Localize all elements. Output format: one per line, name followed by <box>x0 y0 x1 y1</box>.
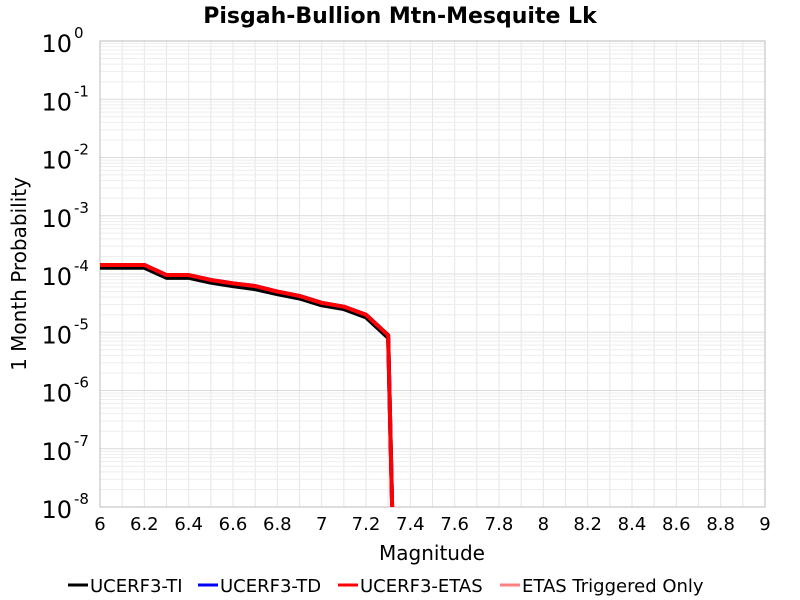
y-tick-exponent: -2 <box>74 141 89 159</box>
y-tick-label: 10 <box>41 205 72 233</box>
y-tick-exponent: -6 <box>74 374 89 392</box>
y-tick-exponent: -1 <box>74 82 89 100</box>
legend-label: UCERF3-ETAS <box>360 576 483 597</box>
series-line-ucerf3-etas <box>100 262 395 507</box>
chart-title: Pisgah-Bullion Mtn-Mesquite Lk <box>203 4 598 29</box>
y-tick-exponent: -8 <box>74 490 89 508</box>
y-tick-label: 10 <box>41 263 72 291</box>
x-tick-label: 8 <box>538 514 549 535</box>
x-tick-label: 9 <box>759 514 770 535</box>
y-tick-label: 10 <box>41 88 72 116</box>
y-tick-exponent: -3 <box>74 199 89 217</box>
x-tick-label: 6.6 <box>219 514 248 535</box>
legend-label: ETAS Triggered Only <box>522 576 704 597</box>
y-tick-label: 10 <box>41 380 72 408</box>
x-tick-label: 8.4 <box>618 514 647 535</box>
y-tick-label: 10 <box>41 30 72 58</box>
x-tick-label: 8.8 <box>706 514 735 535</box>
x-tick-label: 7.4 <box>396 514 425 535</box>
x-tick-label: 7 <box>316 514 327 535</box>
y-tick-exponent: -4 <box>74 257 89 275</box>
y-tick-exponent: -5 <box>74 315 89 333</box>
y-tick-label: 10 <box>41 496 72 524</box>
x-tick-label: 6 <box>94 514 105 535</box>
y-tick-exponent: 0 <box>74 24 84 42</box>
x-tick-label: 7.8 <box>485 514 514 535</box>
x-tick-label: 8.6 <box>662 514 691 535</box>
y-tick-label: 10 <box>41 438 72 466</box>
y-tick-label: 10 <box>41 147 72 175</box>
x-tick-label: 8.2 <box>573 514 602 535</box>
x-tick-label: 6.4 <box>174 514 203 535</box>
y-axis-label: 1 Month Probability <box>7 177 31 371</box>
x-tick-label: 6.2 <box>130 514 159 535</box>
x-axis-label: Magnitude <box>379 541 485 565</box>
x-tick-label: 7.6 <box>440 514 469 535</box>
x-tick-label: 6.8 <box>263 514 292 535</box>
plot-border <box>99 40 766 508</box>
y-tick-exponent: -7 <box>74 432 89 450</box>
x-tick-label: 7.2 <box>352 514 381 535</box>
y-tick-label: 10 <box>41 321 72 349</box>
series-line-ucerf3-ti <box>100 265 395 507</box>
legend-label: UCERF3-TD <box>220 576 321 597</box>
legend-label: UCERF3-TI <box>90 576 183 597</box>
